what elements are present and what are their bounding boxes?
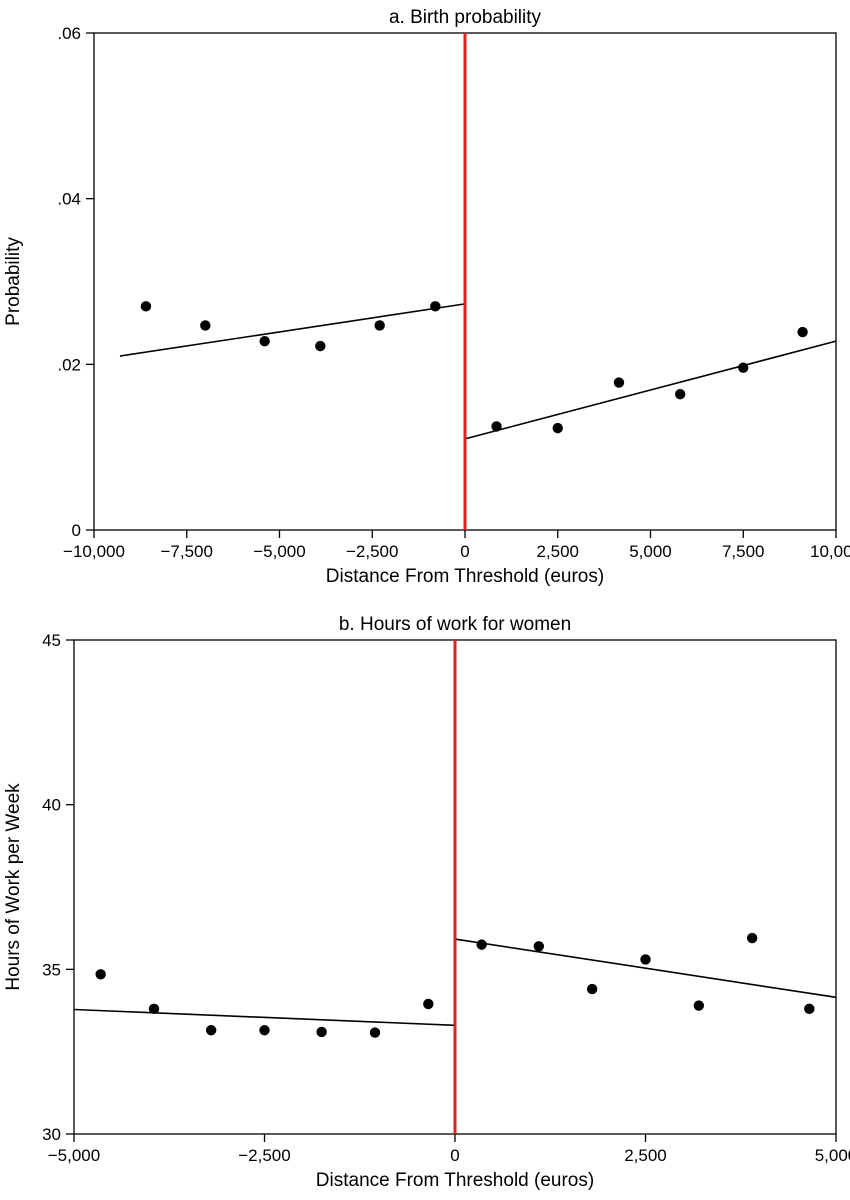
panel-b-y-tick-label: 35 [42,960,61,979]
panel-b: b. Hours of work for women −5,000 −2,500 0 2… [3,614,850,1191]
panel-a: a. Birth probability −10,000 −7,500 −5,000 −… [3,7,850,587]
panel-b-x-tick-label: −5,000 [48,1146,100,1165]
panel-a-x-tick-label: −7,500 [161,542,213,561]
panel-b-y-tick-label: 30 [42,1125,61,1144]
panel-a-x-tick-label: 5,000 [629,542,672,561]
panel-b-y-axis-label: Hours of Work per Week [3,783,24,991]
panel-b-data-point [259,1025,270,1036]
panel-b-data-point [423,998,434,1010]
panel-a-fit-line [464,340,837,440]
panel-a-data-point [140,301,152,312]
panel-a-data-point [552,422,563,434]
panel-b-data-point [533,941,545,952]
panel-a-x-tick-label: 10,000 [810,542,850,561]
panel-a-x-tick-label: −2,500 [346,542,398,561]
panel-a-data-point [259,335,270,347]
panel-a-x-tick-label: 7,500 [722,542,765,561]
panel-b-data-point [746,932,758,944]
panel-b-data-point [205,1025,217,1036]
panel-b-data-point [369,1027,381,1038]
panel-b-fit-line [73,1008,456,1027]
panel-b-x-axis-label: Distance From Threshold (euros) [316,1170,594,1191]
panel-a-fit-line [119,303,466,357]
panel-a-x-tick-label: 2,500 [536,542,579,561]
panel-b-data-point [693,1000,705,1011]
panel-a-data-point [738,362,749,373]
panel-a-y-axis-label: Probability [3,237,24,326]
panel-a-data-point [430,301,441,312]
panel-b-fit-line [454,938,837,999]
panel-b-y-tick-label: 45 [42,631,61,650]
panel-a-y-tick-label: .06 [57,24,81,43]
panel-b-data-point [476,939,487,950]
panel-a-data-point [797,326,808,338]
panel-b-x-tick-label: 5,000 [815,1146,850,1165]
panel-b-y-tick-label: 40 [42,796,61,815]
panel-a-x-tick-label: −5,000 [253,542,305,561]
panel-a-data-point [200,320,211,331]
panel-b-data-point [640,954,651,965]
panel-b-data-point [804,1003,815,1015]
panel-a-x-axis-label: Distance From Threshold (euros) [326,566,604,587]
panel-a-title: a. Birth probability [389,7,542,28]
panel-b-x-tick-label: 2,500 [624,1146,667,1165]
panel-a-data-point [674,388,686,400]
panel-a-data-point [491,421,502,432]
panel-b-data-point [586,983,598,995]
panel-a-data-point [315,340,326,352]
panel-b-x-tick-label: −2,500 [238,1146,290,1165]
panel-a-x-tick-label: −10,000 [63,542,125,561]
panel-b-data-point [316,1026,327,1038]
panel-b-data-point [95,969,106,980]
panel-a-y-tick-label: .02 [57,355,81,374]
panel-a-x-tick-label: 0 [460,542,469,561]
panel-a-y-tick-label: 0 [72,521,81,540]
panel-b-data-point [148,1003,160,1015]
panel-a-data-point [613,377,625,388]
panel-b-x-tick-label: 0 [450,1146,459,1165]
panel-a-y-tick-label: .04 [57,190,81,209]
panel-a-data-point [374,320,385,331]
panel-b-title: b. Hours of work for women [339,614,571,635]
